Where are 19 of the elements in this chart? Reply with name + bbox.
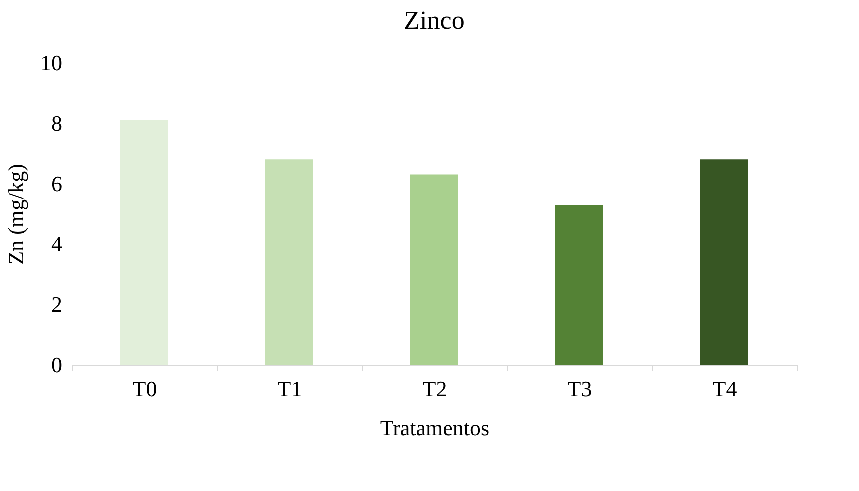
bar [556,204,604,365]
chart-title: Zinco [404,6,465,35]
y-tick-label: 10 [40,50,62,76]
y-tick-label: 8 [52,110,62,136]
bar [700,160,748,365]
y-tick-label: 4 [52,232,62,257]
x-axis-title: Tratamentos [380,416,490,440]
bar [120,120,168,365]
y-tick-label: 2 [52,292,62,318]
y-tick-label: 6 [52,171,62,196]
y-axis-title: Zn (mg/kg) [4,164,28,265]
x-tick-label: T1 [278,376,302,402]
x-tick-label: T3 [568,376,592,402]
x-tick-label: T4 [712,376,738,402]
bar [410,174,458,365]
x-tick-label: T2 [422,376,448,402]
x-tick-label: T0 [132,376,158,402]
bar [266,160,314,365]
y-tick-label: 0 [52,352,62,378]
